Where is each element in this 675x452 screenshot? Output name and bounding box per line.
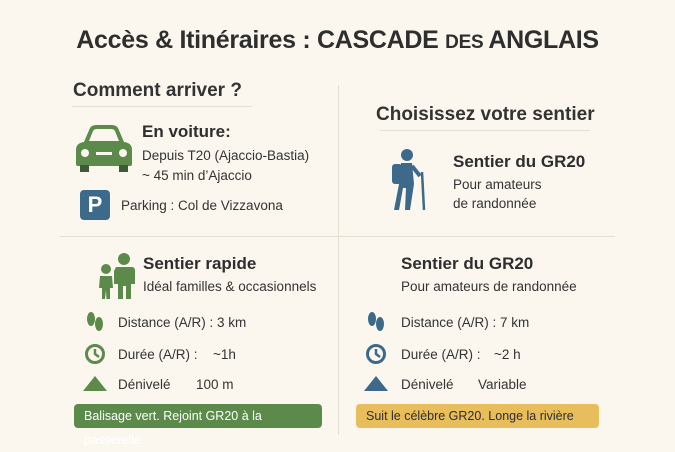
clock-icon <box>366 344 386 364</box>
rapide-distance: Distance (A/R) : 3 km <box>118 315 247 330</box>
heading-underline <box>380 130 590 131</box>
choose-desc2: de randonnée <box>453 196 537 211</box>
parking-text: Parking : Col de Vizzavona <box>121 198 283 213</box>
page-title: Accès & Itinéraires : CASCADE DES ANGLAI… <box>76 26 599 54</box>
gr20-title: Sentier du GR20 <box>401 254 534 273</box>
rapide-deniv: 100 m <box>196 377 234 392</box>
rapide-note: Balisage vert. Rejoint GR20 à la passere… <box>74 404 322 447</box>
footprints-icon <box>368 312 384 331</box>
mountain-icon <box>83 376 107 391</box>
hiker-icon <box>392 149 426 211</box>
gr20-deniv: Variable <box>478 377 527 392</box>
arrive-heading: Comment arriver ? <box>73 80 242 101</box>
car-title: En voiture: <box>142 122 231 141</box>
gr20-duree-label: Durée (A/R) : <box>401 347 481 362</box>
rapide-deniv-label: Dénivelé <box>118 377 171 392</box>
rapide-duree: ~1h <box>213 347 236 362</box>
choose-heading: Choisissez votre sentier <box>376 104 595 125</box>
rapide-duree-label: Durée (A/R) : <box>118 347 198 362</box>
choose-trail: Sentier du GR20 <box>453 152 586 171</box>
gr20-note: Suit le célèbre GR20. Longe la rivière <box>356 404 599 428</box>
parking-icon: P <box>80 190 110 220</box>
car-time: ~ 45 min d’Ajaccio <box>142 168 252 183</box>
rapide-subtitle: Idéal familles & occasionnels <box>143 279 317 294</box>
gr20-duree: ~2 h <box>494 347 521 362</box>
vertical-divider <box>338 85 339 435</box>
car-icon <box>76 125 132 172</box>
gr20-deniv-label: Dénivelé <box>401 377 454 392</box>
car-route: Depuis T20 (Ajaccio-Bastia) <box>142 148 310 163</box>
mountain-icon <box>364 376 388 391</box>
gr20-subtitle: Pour amateurs de randonnée <box>401 279 577 294</box>
horizontal-divider <box>60 236 615 237</box>
clock-icon <box>85 344 105 364</box>
gr20-distance: Distance (A/R) : 7 km <box>401 315 530 330</box>
choose-desc1: Pour amateurs <box>453 177 542 192</box>
heading-underline <box>72 106 252 107</box>
footprints-icon <box>87 312 103 331</box>
family-icon <box>99 253 135 299</box>
rapide-title: Sentier rapide <box>143 254 257 273</box>
